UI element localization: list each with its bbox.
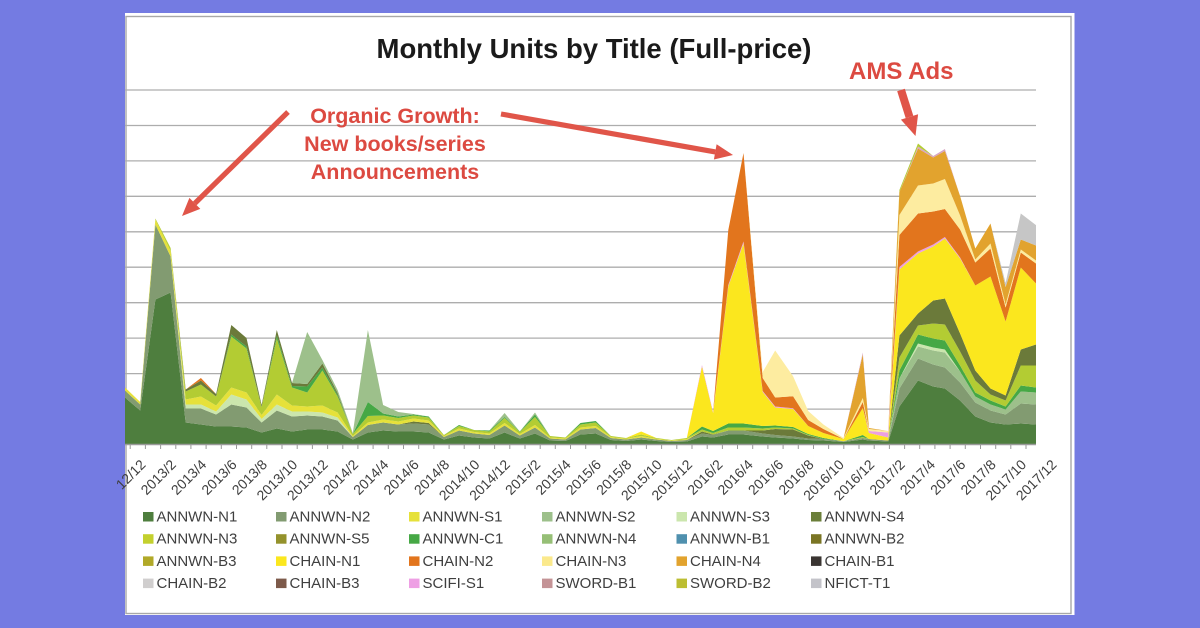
svg-text:NFICT-T1: NFICT-T1 [825,575,891,592]
svg-text:CHAIN-N3: CHAIN-N3 [556,553,627,570]
svg-text:Announcements: Announcements [311,160,479,184]
svg-text:CHAIN-N2: CHAIN-N2 [423,553,494,570]
svg-text:SCIFI-S1: SCIFI-S1 [423,575,485,592]
svg-text:CHAIN-B1: CHAIN-B1 [825,553,895,570]
svg-text:CHAIN-B2: CHAIN-B2 [157,575,227,592]
svg-text:CHAIN-B3: CHAIN-B3 [290,575,360,592]
svg-text:SWORD-B2: SWORD-B2 [690,575,771,592]
svg-text:ANNWN-S5: ANNWN-S5 [290,531,370,548]
svg-text:ANNWN-B2: ANNWN-B2 [825,531,905,548]
svg-text:Organic Growth:: Organic Growth: [310,104,480,128]
svg-text:ANNWN-C1: ANNWN-C1 [423,531,504,548]
svg-text:ANNWN-N4: ANNWN-N4 [556,531,637,548]
svg-text:ANNWN-N2: ANNWN-N2 [290,509,371,526]
svg-text:CHAIN-N1: CHAIN-N1 [290,553,361,570]
svg-text:ANNWN-B3: ANNWN-B3 [157,553,237,570]
svg-text:ANNWN-S3: ANNWN-S3 [690,509,770,526]
svg-text:Monthly Units by Title (Full-p: Monthly Units by Title (Full-price) [377,33,812,64]
svg-text:ANNWN-N1: ANNWN-N1 [157,509,238,526]
svg-text:ANNWN-N3: ANNWN-N3 [157,531,238,548]
svg-text:CHAIN-N4: CHAIN-N4 [690,553,761,570]
svg-text:New books/series: New books/series [304,132,486,156]
svg-text:ANNWN-S4: ANNWN-S4 [825,509,905,526]
svg-text:AMS Ads: AMS Ads [849,58,953,85]
svg-text:SWORD-B1: SWORD-B1 [556,575,637,592]
svg-text:ANNWN-B1: ANNWN-B1 [690,531,770,548]
svg-text:ANNWN-S1: ANNWN-S1 [423,509,503,526]
svg-text:ANNWN-S2: ANNWN-S2 [556,509,636,526]
